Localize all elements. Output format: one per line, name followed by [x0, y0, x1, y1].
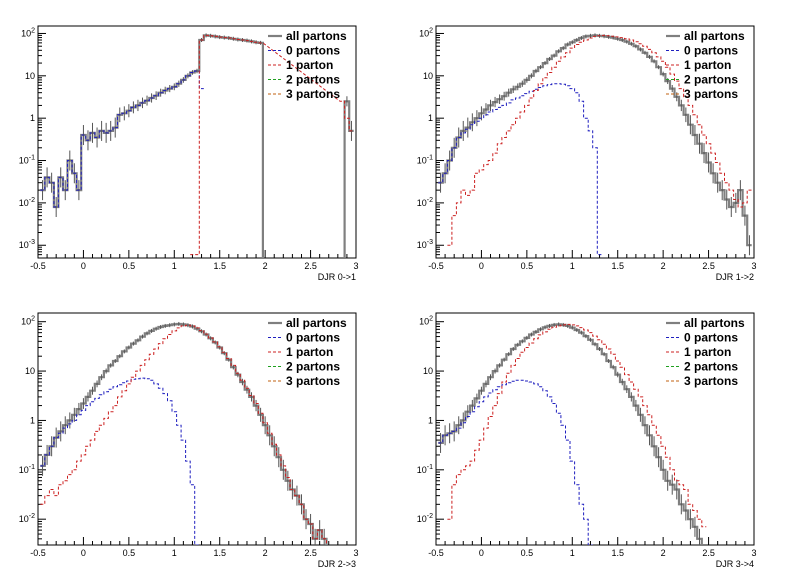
x-axis-label: DJR 1->2: [716, 272, 754, 282]
legend-entry: 3 partons: [684, 87, 738, 101]
x-axis-label: DJR 0->1: [318, 272, 356, 282]
plot-frame: [37, 25, 357, 259]
y-tick-label: 102: [21, 316, 35, 327]
plot-frame: [435, 312, 755, 546]
legend-entry: all partons: [684, 316, 745, 330]
y-tick-label: 10-2: [19, 513, 35, 524]
x-tick-label: 2: [263, 261, 268, 271]
y-tick-label: 1: [30, 415, 35, 425]
x-tick-label: 1.5: [213, 548, 226, 558]
series-line-0-partons: [438, 379, 593, 545]
chart-panel-3: -0.5 0 0.5 1 1.5 2 2.5 3 10-2 10-1 1 10 102 DJR 2->3 a…: [19, 312, 359, 569]
series-line-0-partons: [40, 70, 204, 208]
x-tick-label: 0: [479, 261, 484, 271]
legend-entry: 2 partons: [286, 360, 340, 374]
x-tick-label: 0.5: [521, 261, 534, 271]
legend-entry: 3 partons: [286, 87, 340, 101]
series-line-1-parton: [40, 324, 327, 545]
legend-entry: all partons: [286, 316, 347, 330]
y-tick-label: 10-1: [19, 464, 35, 475]
y-tick-label: 102: [419, 316, 433, 327]
series-line-all-partons: [438, 323, 703, 545]
y-tick-label: 10-2: [417, 197, 433, 208]
series-line-0-partons: [438, 83, 602, 256]
x-tick-label: 1: [570, 548, 575, 558]
x-tick-label: 0: [81, 261, 86, 271]
x-tick-label: 1.5: [611, 548, 624, 558]
legend-entry: 3 partons: [286, 374, 340, 388]
x-tick-label: 2: [661, 548, 666, 558]
legend-entry: 0 partons: [684, 44, 738, 58]
y-tick-label: 10-3: [417, 239, 433, 250]
legend-entry: 1 parton: [684, 345, 731, 359]
x-tick-label: -0.5: [428, 261, 444, 271]
x-tick-label: 0.5: [123, 261, 136, 271]
y-tick-label: 10: [423, 71, 433, 81]
x-tick-label: -0.5: [30, 261, 46, 271]
x-tick-label: 1: [172, 261, 177, 271]
x-tick-label: 3: [751, 548, 756, 558]
y-tick-label: 10-1: [417, 464, 433, 475]
x-tick-label: 2: [661, 261, 666, 271]
x-tick-label: 1: [570, 261, 575, 271]
legend-entry: 1 parton: [684, 58, 731, 72]
x-tick-label: 2.5: [702, 548, 715, 558]
legend-entry: 0 partons: [684, 331, 738, 345]
y-tick-label: 10: [423, 366, 433, 376]
series-line-0-partons: [40, 377, 200, 545]
x-axis-label: DJR 3->4: [716, 559, 754, 569]
y-tick-label: 10-1: [417, 155, 433, 166]
y-tick-label: 10-3: [19, 239, 35, 250]
y-tick-label: 1: [428, 113, 433, 123]
x-tick-label: 2.5: [304, 261, 317, 271]
x-tick-label: 2.5: [702, 261, 715, 271]
y-tick-label: 102: [419, 27, 433, 38]
x-tick-label: 2: [263, 548, 268, 558]
legend-entry: 1 parton: [286, 345, 333, 359]
series-line-1-parton: [447, 323, 707, 528]
x-tick-label: 1.5: [611, 261, 624, 271]
x-tick-label: 3: [353, 548, 358, 558]
legend-entry: 2 partons: [684, 360, 738, 374]
x-tick-label: 1.5: [213, 261, 226, 271]
y-tick-label: 10-1: [19, 155, 35, 166]
x-tick-label: 3: [353, 261, 358, 271]
series-line-1-parton: [190, 34, 354, 256]
x-tick-label: 0.5: [521, 548, 534, 558]
chart-panel-2: -0.5 0 0.5 1 1.5 2 2.5 3 10-3 10-2 10-1 1 10 102 DJR 1…: [417, 25, 757, 282]
legend-entry: 0 partons: [286, 331, 340, 345]
x-tick-label: 0: [479, 548, 484, 558]
chart-panel-4: -0.5 0 0.5 1 1.5 2 2.5 3 10-2 10-1 1 10 102 DJR 3->4 a…: [417, 312, 757, 569]
x-tick-label: 3: [751, 261, 756, 271]
x-tick-label: 0: [81, 548, 86, 558]
legend-entry: 2 partons: [684, 73, 738, 87]
chart-panel-1: -0.5 0 0.5 1 1.5 2 2.5 3 10-3 10-2 10-1 1 10 102 DJR 0…: [19, 25, 359, 282]
x-axis-label: DJR 2->3: [318, 559, 356, 569]
legend-entry: all partons: [286, 29, 347, 43]
x-tick-label: 0.5: [123, 548, 136, 558]
legend-entry: 3 partons: [684, 374, 738, 388]
y-tick-label: 10: [25, 366, 35, 376]
legend-entry: 2 partons: [286, 73, 340, 87]
x-tick-label: -0.5: [30, 548, 46, 558]
x-tick-label: 1: [172, 548, 177, 558]
legend-entry: 0 partons: [286, 44, 340, 58]
y-tick-label: 10-2: [19, 197, 35, 208]
x-tick-label: 2.5: [304, 548, 317, 558]
x-tick-label: -0.5: [428, 548, 444, 558]
y-tick-label: 10-2: [417, 513, 433, 524]
legend-entry: all partons: [684, 29, 745, 43]
legend-entry: 1 parton: [286, 58, 333, 72]
series-line-1-parton: [447, 34, 752, 246]
plot-frame: [435, 25, 755, 259]
y-tick-label: 102: [21, 27, 35, 38]
y-tick-label: 10: [25, 71, 35, 81]
y-tick-label: 1: [428, 415, 433, 425]
y-tick-label: 1: [30, 113, 35, 123]
